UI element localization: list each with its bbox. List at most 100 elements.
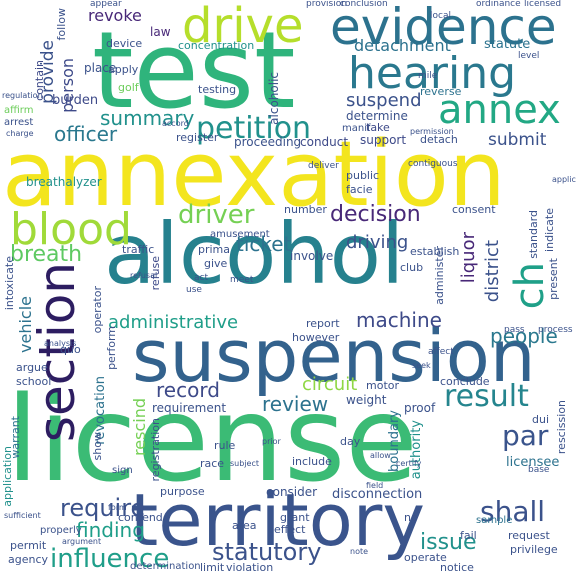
- word-revoke: revoke: [88, 6, 142, 25]
- word-driver: driver: [178, 200, 255, 230]
- word-prior: prior: [262, 437, 281, 446]
- word-administer: administer: [433, 246, 446, 305]
- word-alcoholic: alcoholic: [267, 72, 281, 125]
- word-breath: breath: [10, 242, 83, 267]
- word-dui: dui: [532, 413, 550, 426]
- word-ch: ch: [507, 262, 553, 310]
- word-summary: summary: [100, 106, 195, 130]
- word-consent: consent: [452, 203, 496, 216]
- word-testing: testing: [198, 83, 237, 96]
- word-people: people: [490, 324, 558, 348]
- word-note: note: [350, 547, 369, 556]
- word-annexation: annexation: [2, 122, 506, 227]
- word-sufficient: sufficient: [4, 511, 41, 520]
- word-deliver: deliver: [308, 161, 339, 171]
- word-notice: notice: [440, 561, 474, 574]
- word-conclude: conclude: [440, 375, 490, 388]
- word-weight: weight: [346, 393, 387, 407]
- word-support: support: [360, 133, 407, 147]
- word-device: device: [106, 37, 143, 50]
- word-contiguous: contiguous: [408, 159, 458, 169]
- word-blood: blood: [10, 204, 132, 255]
- word-accord: accord: [162, 119, 189, 128]
- word-prima: prima: [198, 243, 231, 256]
- word-breathalyzer: breathalyzer: [26, 175, 102, 189]
- word-perform: perform: [105, 326, 118, 370]
- word-district: district: [482, 240, 503, 303]
- word-motor: motor: [366, 379, 400, 392]
- word-indicate: indicate: [543, 208, 556, 252]
- word-follow: follow: [55, 8, 68, 41]
- word-licensee: licensee: [506, 455, 560, 470]
- word-vehicle: vehicle: [16, 296, 35, 353]
- word-officer: officer: [54, 122, 118, 146]
- word-operator: operator: [91, 286, 104, 334]
- word-par: par: [502, 419, 549, 452]
- word-intoxicate: intoxicate: [3, 256, 16, 311]
- word-ticket: ticket: [236, 232, 292, 256]
- word-detach: detach: [420, 133, 458, 146]
- word-petition: petition: [196, 111, 312, 146]
- word-field: field: [366, 481, 384, 490]
- word-traffic: traffic: [122, 243, 155, 256]
- word-allow: allow: [370, 451, 391, 460]
- word-quo: quo: [60, 343, 81, 356]
- word-local: local: [430, 11, 451, 21]
- word-record: record: [156, 378, 220, 402]
- word-contend: contend: [118, 511, 163, 524]
- word-drive: drive: [182, 0, 304, 54]
- word-decision: decision: [330, 202, 421, 227]
- word-applicant: applicant: [552, 175, 576, 184]
- word-report: report: [306, 317, 340, 330]
- word-effect: effect: [274, 523, 306, 536]
- word-refusal: refusal: [130, 271, 158, 280]
- word-argue: argue: [16, 361, 48, 374]
- word-proof: proof: [404, 401, 436, 415]
- word-hearing: hearing: [348, 48, 517, 99]
- word-request: request: [508, 529, 550, 542]
- word-purpose: purpose: [160, 485, 205, 498]
- word-disconnection: disconnection: [332, 487, 423, 502]
- word-sign: sign: [112, 465, 133, 476]
- word-sample: sample: [476, 515, 513, 526]
- word-conduct: conduct: [300, 135, 349, 149]
- word-shall: shall: [480, 495, 546, 528]
- word-level: level: [518, 51, 540, 61]
- word-no: no: [404, 511, 418, 524]
- word-licensed: licensed: [524, 0, 562, 9]
- word-rescission: rescission: [555, 400, 568, 455]
- word-proceeding: proceeding: [234, 135, 302, 149]
- word-place: place: [84, 61, 117, 75]
- word-rescind: rescind: [130, 398, 149, 456]
- word-alcohol: alcohol: [104, 205, 405, 303]
- word-club: club: [400, 261, 424, 274]
- word-review: review: [262, 392, 329, 416]
- word-area: area: [232, 519, 257, 532]
- word-warrant: warrant: [9, 416, 22, 459]
- word-issue: issue: [420, 530, 477, 555]
- word-appear: appear: [90, 0, 122, 9]
- word-school: school: [16, 375, 52, 388]
- word-show: show: [91, 432, 104, 461]
- word-license: license: [6, 370, 418, 508]
- word-analysis: analysis: [44, 339, 77, 348]
- word-include: include: [292, 455, 332, 468]
- word-day: day: [340, 435, 361, 448]
- word-limit: limit: [200, 561, 225, 574]
- word-conclusion: conclusion: [340, 0, 388, 9]
- word-arrest: arrest: [4, 117, 34, 128]
- word-operate: operate: [404, 551, 447, 564]
- word-suspend: suspend: [346, 90, 422, 111]
- word-determine: determine: [346, 109, 408, 123]
- word-requirement: requirement: [152, 401, 227, 415]
- word-act: act: [194, 273, 208, 283]
- word-test: test: [92, 9, 296, 132]
- word-registration: registration: [149, 418, 162, 482]
- word-seek: seek: [412, 361, 431, 370]
- word-pass: pass: [504, 325, 525, 335]
- word-driving: driving: [346, 232, 409, 253]
- word-concentration: concentration: [178, 39, 255, 52]
- word-grant: grant: [280, 511, 310, 524]
- word-machine: machine: [356, 308, 442, 332]
